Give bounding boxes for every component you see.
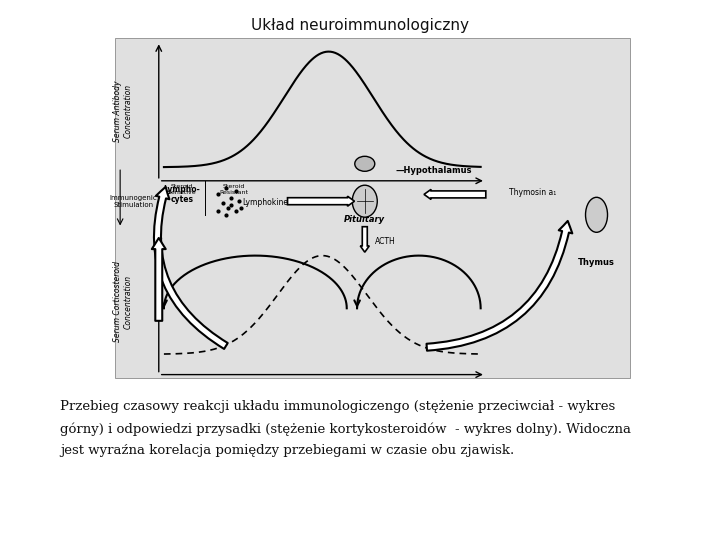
Bar (115, 38, 630, 378)
Text: Lympho-
cytes: Lympho- cytes (163, 185, 200, 204)
FancyArrowPatch shape (152, 238, 166, 321)
Text: Pituitary: Pituitary (344, 215, 385, 225)
Ellipse shape (585, 197, 608, 232)
Text: Serum Corticosteroid
Concentration: Serum Corticosteroid Concentration (113, 261, 132, 342)
Text: —Hypothalamus: —Hypothalamus (396, 166, 472, 175)
Text: Lymphokines: Lymphokines (242, 198, 292, 207)
Text: Układ neuroimmunologiczny: Układ neuroimmunologiczny (251, 18, 469, 33)
Text: Steroid
Sensitive: Steroid Sensitive (168, 184, 197, 195)
Text: Thymosin a₁: Thymosin a₁ (509, 188, 557, 197)
Polygon shape (424, 190, 486, 199)
Ellipse shape (355, 156, 375, 171)
Ellipse shape (352, 185, 377, 217)
FancyArrowPatch shape (154, 187, 228, 349)
Text: Przebieg czasowy reakcji układu immunologiczengo (stężenie przeciwciał - wykres: Przebieg czasowy reakcji układu immunolo… (60, 400, 616, 413)
Text: Thymus: Thymus (578, 258, 615, 267)
Polygon shape (360, 227, 369, 252)
Text: jest wyraźna korelacja pomiędzy przebiegami w czasie obu zjawisk.: jest wyraźna korelacja pomiędzy przebieg… (60, 444, 514, 457)
Text: Immunogenic
Stimulation: Immunogenic Stimulation (110, 195, 158, 208)
FancyArrowPatch shape (426, 221, 572, 350)
Text: Serum Antibody
Concentration: Serum Antibody Concentration (113, 80, 132, 142)
Text: górny) i odpowiedzi przysadki (stężenie kortykosteroidów  - wykres dolny). Widoc: górny) i odpowiedzi przysadki (stężenie … (60, 422, 631, 435)
Text: Steroid
Resistant: Steroid Resistant (219, 184, 248, 195)
Text: ACTH: ACTH (375, 238, 396, 246)
Polygon shape (287, 196, 354, 206)
